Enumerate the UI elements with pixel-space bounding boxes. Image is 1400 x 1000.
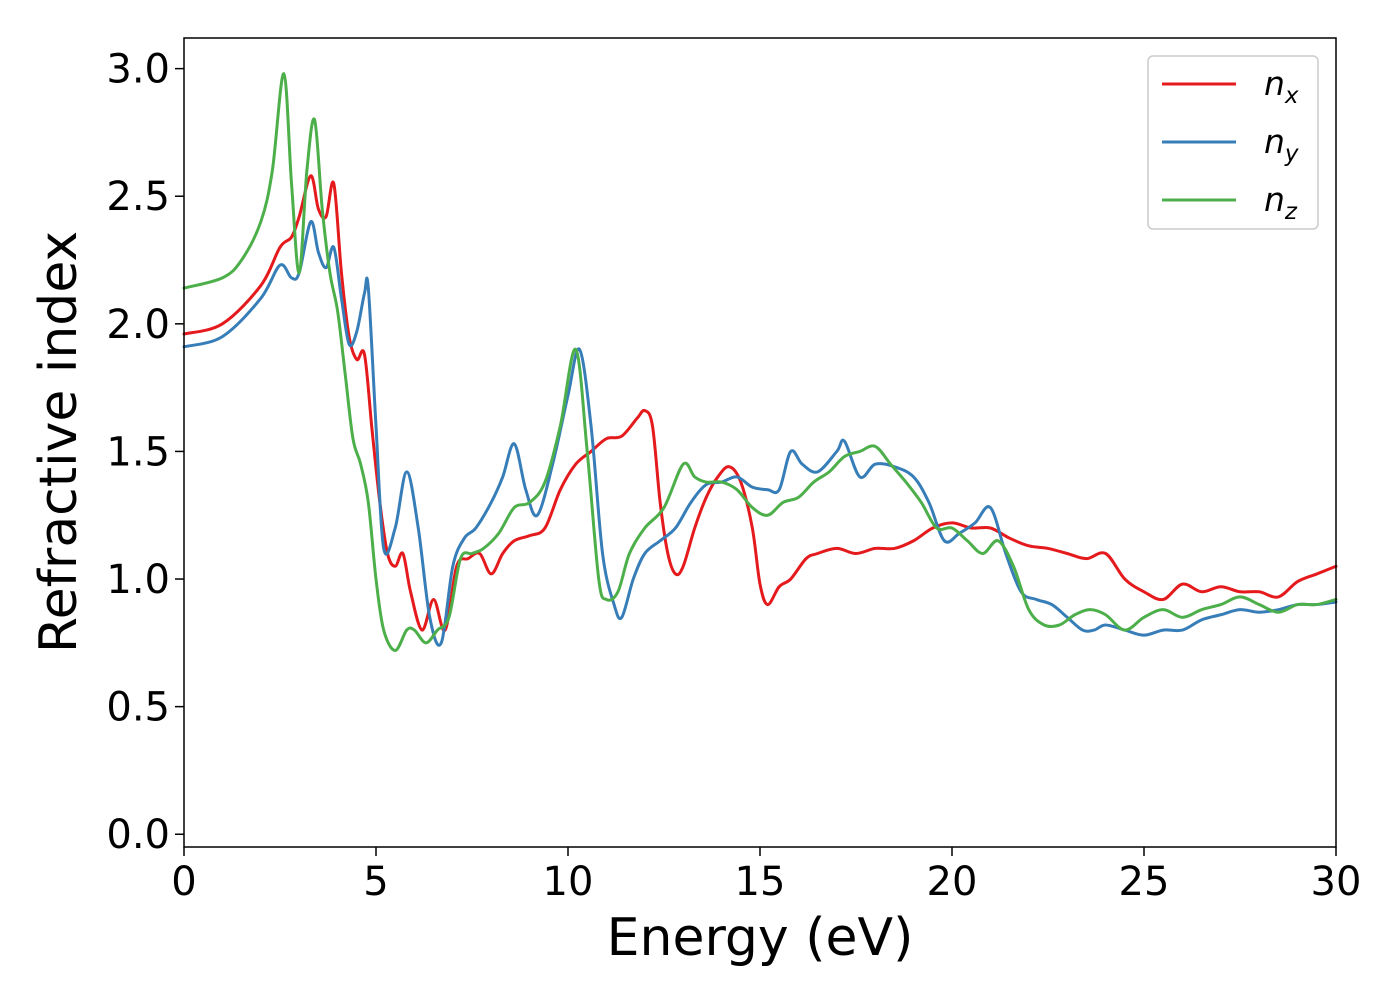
- y-tick-label: 0.5: [106, 685, 170, 731]
- x-axis: 0 5 10 15 20 25 30: [171, 847, 1361, 905]
- series-layer: [182, 72, 1338, 652]
- legend-label-nx: nx: [1264, 64, 1299, 109]
- y-tick-label: 1.0: [106, 557, 170, 603]
- legend-label-nz: nz: [1264, 180, 1298, 225]
- legend: nx ny nz: [1147, 55, 1319, 230]
- x-tick-label: 30: [1311, 859, 1362, 905]
- x-tick-label: 5: [363, 859, 388, 905]
- x-tick-label: 0: [171, 859, 196, 905]
- y-tick-label: 0.0: [106, 812, 170, 858]
- y-tick-label: 2.0: [106, 302, 170, 348]
- series-line-nz: [182, 72, 1338, 652]
- x-axis-label: Energy (eV): [607, 908, 914, 968]
- y-axis: 0.0 0.5 1.0 1.5 2.0 2.5 3.0: [106, 47, 184, 858]
- series-line-ny: [182, 220, 1338, 647]
- x-tick-label: 25: [1119, 859, 1170, 905]
- x-tick-label: 10: [543, 859, 594, 905]
- series-line-nx: [182, 174, 1338, 632]
- legend-label-ny: ny: [1264, 122, 1299, 167]
- y-axis-label: Refractive index: [29, 231, 89, 653]
- y-tick-label: 3.0: [106, 47, 170, 93]
- y-tick-label: 2.5: [106, 174, 170, 220]
- x-tick-label: 20: [927, 859, 978, 905]
- x-tick-label: 15: [735, 859, 786, 905]
- y-tick-label: 1.5: [106, 429, 170, 475]
